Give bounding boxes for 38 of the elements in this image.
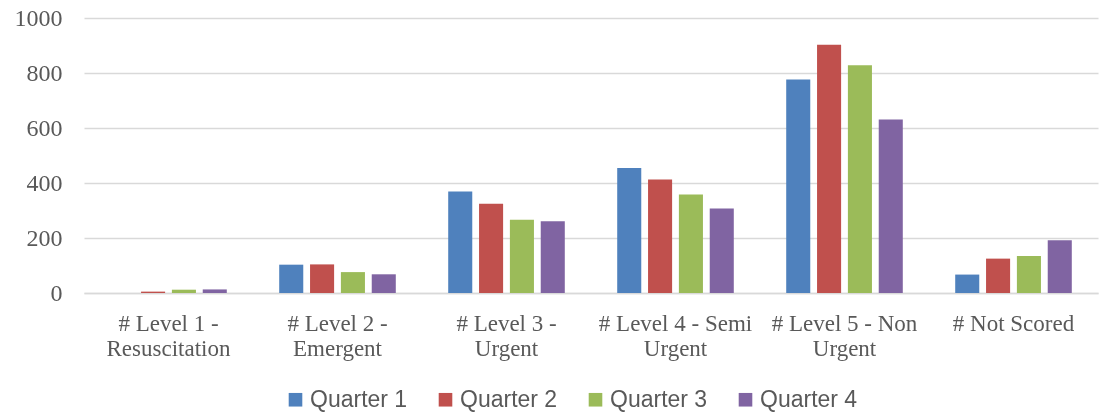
bar [1047,240,1072,293]
bar [202,289,227,293]
y-tick-label: 0 [50,279,63,306]
bar [340,272,365,293]
bar [1016,255,1041,293]
bar [617,167,642,293]
legend-label: Quarter 1 [310,385,408,412]
bar [678,194,703,293]
bar [479,203,504,293]
bar [817,44,842,293]
y-tick-label: 400 [26,169,63,196]
bar [786,79,811,293]
y-tick-label: 800 [26,59,63,86]
bar [279,264,304,293]
y-tick-label: 200 [26,224,63,251]
bar [955,274,980,293]
bar [371,274,396,293]
legend-label: Quarter 4 [760,385,858,412]
bar [509,219,534,293]
bar [847,65,872,293]
bar [878,119,903,293]
bar [709,208,734,293]
x-tick-label: # Level 5 - Non Urgent [771,310,918,361]
x-tick-label: # Not Scored [952,310,1075,336]
bar [986,258,1011,293]
x-tick-label: # Level 4 - Semi Urgent [598,310,753,361]
x-tick-label: # Level 1 - Resuscitation [106,310,231,361]
legend-label: Quarter 3 [610,385,708,412]
bar [648,179,673,293]
legend-label: Quarter 2 [460,385,558,412]
x-tick-label: # Level 3 - Urgent [456,310,557,361]
bar [171,289,196,293]
x-tick-label: # Level 2 - Emergent [287,310,388,361]
y-tick-label: 600 [26,114,63,141]
y-tick-label: 1000 [14,4,63,31]
bar [540,221,565,293]
bar [448,191,473,293]
bar [310,264,335,293]
